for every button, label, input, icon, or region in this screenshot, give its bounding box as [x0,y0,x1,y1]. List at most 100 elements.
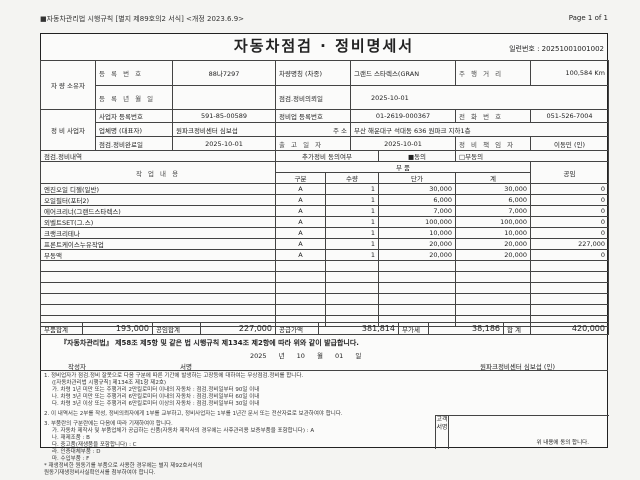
cell-qty [325,282,379,294]
customer-signature-box[interactable]: 고객서명 위 내용에 동의 합니다. [435,415,609,449]
page-indicator: Page 1 of 1 [568,14,608,22]
parts-total: 193,000 [82,322,153,335]
note-line: 원동기재생정비사실확인서를 첨부하여야 합니다. [44,470,156,476]
grand-total: 420,000 [530,322,609,335]
cell-price [378,271,456,283]
reg-date-label: 등 록 년 월 일 [95,85,173,110]
divider [40,370,608,371]
cell-price: 100,000 [378,216,456,228]
cell-labor: 0 [530,216,609,228]
note-line: 1. 정비업자가 점검.정비 잘못으로 다음 구분에 따른 기간에 발생하는 고… [44,373,304,379]
work-section-label: 점검.정비내역 [40,150,276,162]
cell-type [275,293,326,305]
cell-qty: 1 [325,249,379,261]
cell-type [275,260,326,272]
done-date: 2025-10-01 [172,136,276,151]
table-row: 에어크리너(그랜드스타렉스) A 1 7,000 7,000 0 [40,205,609,217]
form-reference: ■자동차관리법 시행규칙 [별지 제89호의2 서식] <개정 2023.6.9… [40,15,245,23]
labor-total: 227,000 [200,322,276,335]
cell-qty: 1 [325,216,379,228]
note-line: 가. 자동차 제작사 및 부품업체가 공급하는 신품(자동차 제작사의 경우에는… [52,428,315,434]
cell-type: A [275,194,326,206]
cell-labor [530,293,609,305]
cell-labor: 227,000 [530,238,609,250]
out-date-label: 출 고 일 자 [275,136,351,151]
note-line: 나. 재제조품 : B [52,435,90,441]
vehicle-name: 그랜드 스타렉스(GRAN [350,60,456,86]
signature-label: 고객서명 [436,416,449,449]
cell-price [378,293,456,305]
business-section: 정 비 사업자 [40,109,96,151]
table-row: 오일필터(포터2) A 1 6,000 6,000 0 [40,194,609,206]
col-work: 작 업 내 용 [40,161,276,184]
phone: 051-526-7004 [530,109,609,123]
cell-type: A [275,183,326,195]
statement-date: 2025 년 10 월 01 일 [250,352,362,360]
shop-no: 01-2619-000367 [350,109,456,123]
cell-labor [530,271,609,283]
note-line: 마. 수입부품 : F [52,456,90,462]
cell-price: 10,000 [378,227,456,239]
reg-date [172,85,276,110]
agree-checkbox[interactable]: ■동의 [378,150,456,162]
cell-price: 6,000 [378,194,456,206]
vat-label: 부가세 [398,322,429,335]
supply-label: 공급가액 [275,322,319,335]
vehicle-business-table: 자 량 소유자 등 록 번 호 88나7297 차량명칭 (차종) 그랜드 스타렉스… [40,60,609,151]
col-qty: 수량 [325,172,379,184]
cell-price: 30,000 [378,183,456,195]
document-title: 자동차점검 · 정비명세서 [233,37,415,55]
col-price: 단가 [378,172,456,184]
cell-labor: 0 [530,227,609,239]
mileage: 100,584 Km [530,60,609,86]
cell-labor [530,260,609,272]
table-row: 외벨트SET(그.스) A 1 100,000 100,000 0 [40,216,609,228]
table-row: 크랭크리테나 A 1 10,000 10,000 0 [40,227,609,239]
cell-type [275,271,326,283]
cell-price: 7,000 [378,205,456,217]
reg-no: 88나7297 [172,60,276,86]
cell-labor: 0 [530,249,609,261]
signature-consent-text: 위 내용에 동의 합니다. [536,440,589,446]
cell-sum [455,293,531,305]
manager-label: 정 비 책 임 자 [455,136,531,151]
cell-name: 에어크리너(그랜드스타렉스) [40,205,276,217]
col-labor: 공임 [530,161,609,184]
vehicle-name-label: 차량명칭 (차종) [275,60,351,86]
cell-sum [455,282,531,294]
cell-name: 부동액 [40,249,276,261]
parts-total-label: 부품합계 [40,322,83,335]
cell-name: 엔진오일 디젤(일반) [40,183,276,195]
vat: 38,186 [428,322,504,335]
cell-price: 20,000 [378,238,456,250]
note-line: 라. 인증대체부품 : D [52,449,101,455]
cell-name: 크랭크리테나 [40,227,276,239]
cell-qty [325,304,379,316]
cell-price [378,304,456,316]
company: 원파크정비센터 심보섭 [172,122,276,137]
reg-no-label: 등 록 번 호 [95,60,173,86]
cell-sum: 30,000 [455,183,531,195]
cell-type: A [275,249,326,261]
cell-type: A [275,238,326,250]
cell-qty: 1 [325,183,379,195]
cell-qty [325,260,379,272]
supply: 381,814 [318,322,399,335]
cell-qty: 1 [325,238,379,250]
cell-type: A [275,227,326,239]
cell-qty [325,271,379,283]
disagree-checkbox[interactable]: □부동의 [455,150,609,162]
note-line: ([자동차관리법 시행규칙] 제134조 제1항 제2호) [52,380,167,386]
cell-qty: 1 [325,194,379,206]
cell-name: 프론트케이스누유작업 [40,238,276,250]
cell-type [275,282,326,294]
phone-label: 전 화 번 호 [455,109,531,123]
table-row: 프론트케이스누유작업 A 1 20,000 20,000 227,000 [40,238,609,250]
request-date: 2025-10-01 [350,85,609,110]
work-table: 점검.정비내역 추가정비 동의여부 ■동의 □부동의 작 업 내 용 부 품 공… [40,150,609,327]
col-sum: 계 [455,172,531,184]
labor-total-label: 공임합계 [152,322,201,335]
table-row [40,304,609,316]
company-label: 업체명 (대표자) [95,122,173,137]
consent-label: 추가정비 동의여부 [275,150,379,162]
